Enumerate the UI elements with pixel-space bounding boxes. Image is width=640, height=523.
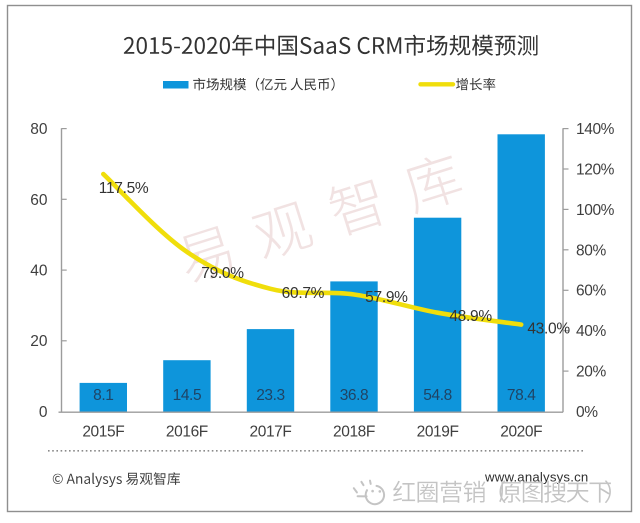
svg-text:0: 0	[39, 404, 48, 421]
svg-text:40: 40	[30, 263, 48, 280]
svg-text:2015F: 2015F	[82, 424, 124, 441]
svg-text:57.9%: 57.9%	[365, 289, 408, 306]
svg-text:0%: 0%	[576, 404, 598, 421]
svg-text:79.0%: 79.0%	[201, 265, 244, 282]
svg-text:78.4: 78.4	[507, 387, 536, 404]
svg-text:117.5%: 117.5%	[99, 180, 149, 197]
svg-text:2018F: 2018F	[333, 424, 375, 441]
svg-text:120%: 120%	[576, 161, 615, 178]
svg-text:8.1: 8.1	[93, 387, 113, 404]
svg-text:2020F: 2020F	[500, 424, 542, 441]
svg-text:2017F: 2017F	[250, 424, 292, 441]
svg-text:36.8: 36.8	[340, 387, 369, 404]
svg-text:60%: 60%	[576, 283, 606, 300]
svg-text:23.3: 23.3	[256, 387, 285, 404]
svg-text:60.7%: 60.7%	[282, 285, 325, 302]
svg-text:140%: 140%	[576, 121, 615, 138]
svg-text:2019F: 2019F	[417, 424, 459, 441]
svg-text:60: 60	[30, 192, 48, 209]
svg-text:43.0%: 43.0%	[527, 320, 570, 337]
svg-text:48.9%: 48.9%	[449, 308, 492, 325]
svg-text:40%: 40%	[576, 323, 606, 340]
svg-text:54.8: 54.8	[423, 387, 452, 404]
svg-text:2016F: 2016F	[166, 424, 208, 441]
svg-text:www.analysys.cn: www.analysys.cn	[484, 470, 588, 485]
svg-text:80%: 80%	[576, 242, 606, 259]
svg-text:20: 20	[30, 333, 48, 350]
svg-text:14.5: 14.5	[173, 387, 202, 404]
svg-text:80: 80	[30, 121, 48, 138]
svg-text:100%: 100%	[576, 202, 615, 219]
svg-text:20%: 20%	[576, 364, 606, 381]
